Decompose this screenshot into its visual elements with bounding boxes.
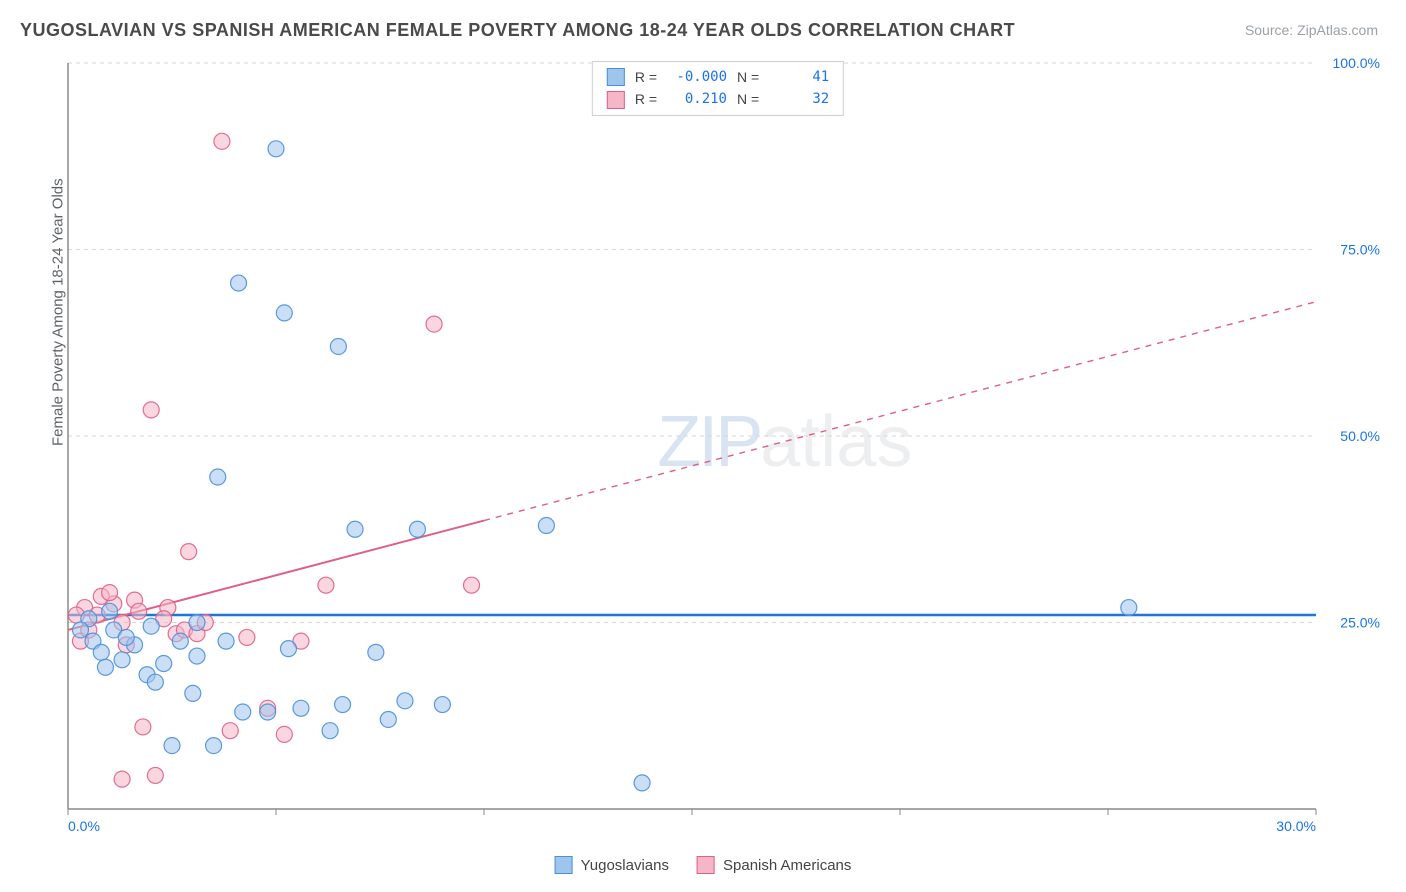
plot-area: Female Poverty Among 18-24 Year Olds ZIP… bbox=[50, 55, 1386, 837]
legend-swatch-1 bbox=[607, 91, 625, 109]
svg-text:75.0%: 75.0% bbox=[1340, 242, 1380, 258]
n-value-0: 41 bbox=[769, 66, 829, 88]
n-label: N = bbox=[737, 66, 759, 88]
svg-text:100.0%: 100.0% bbox=[1333, 55, 1380, 71]
svg-text:0.0%: 0.0% bbox=[68, 818, 100, 834]
svg-text:30.0%: 30.0% bbox=[1276, 818, 1316, 834]
scatter-plot-svg: 25.0% 50.0% 75.0% 100.0% 0.0% 30.0% bbox=[50, 55, 1386, 837]
legend-stats-row-0: R = -0.000 N = 41 bbox=[607, 66, 829, 88]
legend-item-0: Yugoslavians bbox=[555, 856, 669, 874]
legend-swatch-0 bbox=[607, 68, 625, 86]
legend-swatch-icon-0 bbox=[555, 856, 573, 874]
n-value-1: 32 bbox=[769, 88, 829, 110]
legend-label-1: Spanish Americans bbox=[723, 857, 851, 874]
svg-text:50.0%: 50.0% bbox=[1340, 428, 1380, 444]
r-label: R = bbox=[635, 66, 657, 88]
svg-text:25.0%: 25.0% bbox=[1340, 615, 1380, 631]
legend-stats-box: R = -0.000 N = 41 R = 0.210 N = 32 bbox=[592, 61, 844, 116]
r-value-0: -0.000 bbox=[667, 66, 727, 88]
r-label: R = bbox=[635, 88, 657, 110]
legend-swatch-icon-1 bbox=[697, 856, 715, 874]
legend-label-0: Yugoslavians bbox=[581, 857, 669, 874]
source-attribution: Source: ZipAtlas.com bbox=[1245, 22, 1378, 38]
legend-stats-row-1: R = 0.210 N = 32 bbox=[607, 88, 829, 110]
chart-title: YUGOSLAVIAN VS SPANISH AMERICAN FEMALE P… bbox=[20, 20, 1015, 41]
n-label: N = bbox=[737, 88, 759, 110]
legend-bottom: Yugoslavians Spanish Americans bbox=[555, 856, 852, 874]
legend-item-1: Spanish Americans bbox=[697, 856, 851, 874]
r-value-1: 0.210 bbox=[667, 88, 727, 110]
